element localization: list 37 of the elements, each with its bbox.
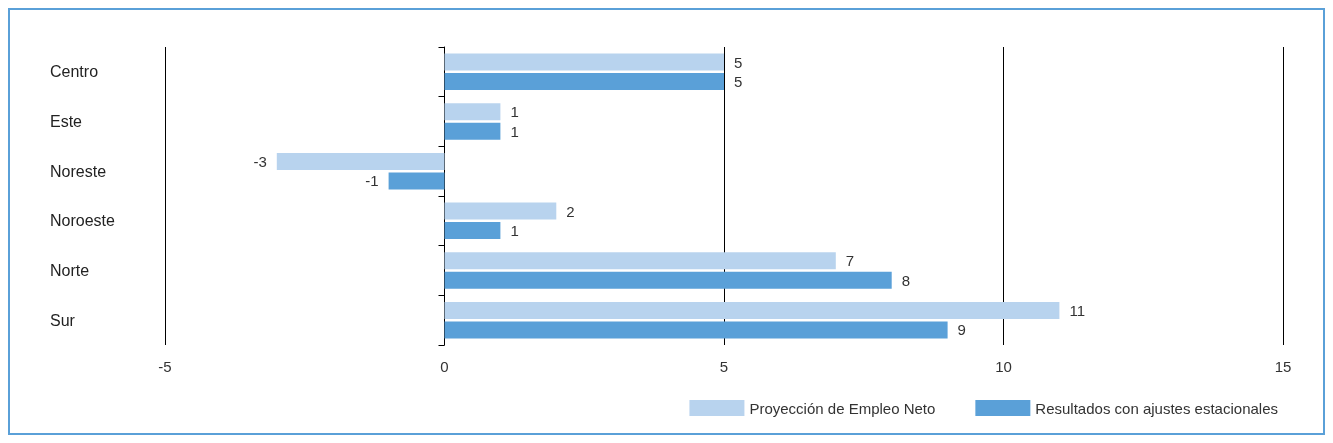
legend-label: Resultados con ajustes estacionales xyxy=(1035,399,1279,417)
bar xyxy=(444,321,948,339)
legend-label: Proyección de Empleo Neto xyxy=(749,399,936,417)
bar xyxy=(444,222,501,240)
y-tick-label: Noreste xyxy=(50,162,107,180)
data-label: 9 xyxy=(957,321,966,339)
bar xyxy=(444,53,724,71)
data-label: 1 xyxy=(510,222,519,240)
bar xyxy=(444,202,557,220)
data-label: -1 xyxy=(365,172,379,190)
bar xyxy=(444,252,836,270)
data-label: 1 xyxy=(510,103,519,121)
y-tick-label: Norte xyxy=(50,262,90,279)
x-tick-label: 0 xyxy=(440,358,449,375)
x-tick-label: 10 xyxy=(995,358,1012,375)
x-tick-label: 15 xyxy=(1274,358,1292,375)
x-tick-label: -5 xyxy=(158,358,172,375)
y-tick-label: Noroeste xyxy=(50,212,116,230)
data-label: 2 xyxy=(566,202,575,220)
data-label: 11 xyxy=(1069,301,1085,319)
data-label: 8 xyxy=(901,271,911,289)
data-label: 5 xyxy=(734,73,743,91)
bar xyxy=(444,73,724,91)
x-tick-label: 5 xyxy=(719,358,729,375)
bar xyxy=(388,172,445,190)
y-tick-label: Sur xyxy=(50,311,76,329)
data-label: 5 xyxy=(734,53,743,71)
bar xyxy=(276,152,445,170)
data-label: -3 xyxy=(253,152,267,170)
bar xyxy=(444,301,1060,319)
data-label: 1 xyxy=(510,122,519,140)
y-tick-label: Centro xyxy=(50,63,99,81)
bar xyxy=(444,103,501,121)
bar xyxy=(444,271,892,289)
data-label: 7 xyxy=(845,252,855,270)
bar xyxy=(444,122,501,140)
y-tick-label: Este xyxy=(50,113,83,130)
